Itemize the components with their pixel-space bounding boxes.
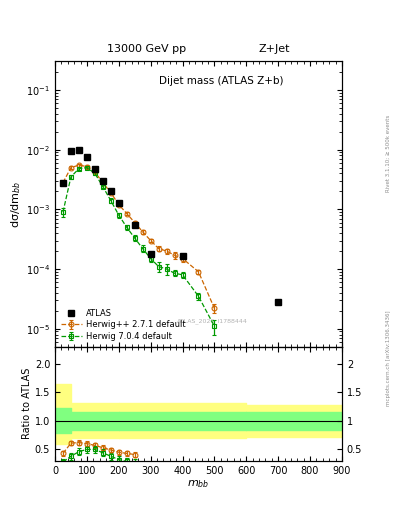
ATLAS bbox=[84, 154, 89, 160]
Text: Rivet 3.1.10; ≥ 500k events: Rivet 3.1.10; ≥ 500k events bbox=[386, 115, 391, 192]
Y-axis label: Ratio to ATLAS: Ratio to ATLAS bbox=[22, 368, 32, 439]
ATLAS bbox=[69, 148, 73, 154]
ATLAS bbox=[101, 178, 105, 184]
ATLAS bbox=[148, 251, 153, 257]
Y-axis label: dσ/dm$_{bb}$: dσ/dm$_{bb}$ bbox=[9, 180, 23, 228]
ATLAS bbox=[116, 200, 121, 206]
ATLAS bbox=[61, 180, 65, 186]
Legend: ATLAS, Herwig++ 2.7.1 default, Herwig 7.0.4 default: ATLAS, Herwig++ 2.7.1 default, Herwig 7.… bbox=[59, 307, 187, 343]
Line: ATLAS: ATLAS bbox=[60, 146, 281, 305]
X-axis label: $m_{bb}$: $m_{bb}$ bbox=[187, 478, 209, 490]
ATLAS bbox=[77, 146, 81, 153]
ATLAS bbox=[108, 188, 113, 195]
ATLAS bbox=[92, 165, 97, 172]
Text: 13000 GeV pp: 13000 GeV pp bbox=[107, 44, 186, 54]
Text: ATLAS_2020_I1788444: ATLAS_2020_I1788444 bbox=[177, 318, 248, 324]
ATLAS bbox=[180, 253, 185, 259]
Text: Z+Jet: Z+Jet bbox=[259, 44, 290, 54]
ATLAS bbox=[132, 222, 137, 228]
Text: mcplots.cern.ch [arXiv:1306.3436]: mcplots.cern.ch [arXiv:1306.3436] bbox=[386, 311, 391, 406]
ATLAS bbox=[276, 299, 281, 305]
Text: Dijet mass (ATLAS Z+b): Dijet mass (ATLAS Z+b) bbox=[159, 76, 284, 86]
